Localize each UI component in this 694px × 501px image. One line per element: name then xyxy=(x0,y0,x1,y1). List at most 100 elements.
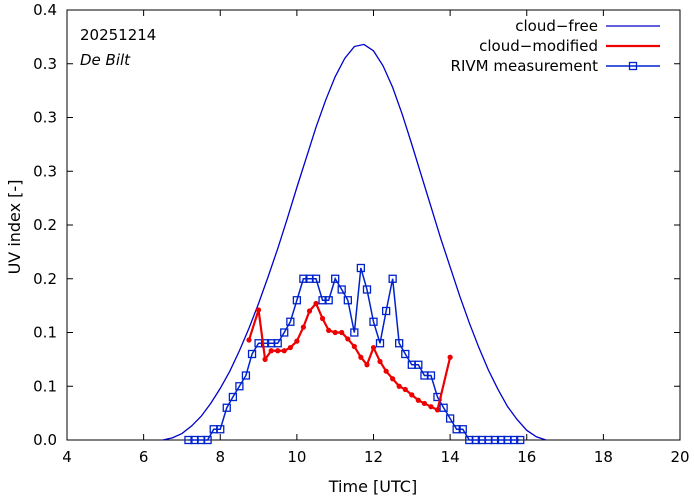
measurement-marker xyxy=(318,296,327,305)
cloud-modified-point xyxy=(287,344,293,351)
cloud-modified-point xyxy=(377,358,383,365)
cloud-modified-point xyxy=(319,315,326,322)
measurement-marker xyxy=(362,285,372,294)
x-tick-label: 16 xyxy=(517,448,536,466)
measurement-marker xyxy=(445,414,455,423)
x-tick-label: 6 xyxy=(139,448,149,466)
measurement-marker xyxy=(241,371,251,380)
cloud-modified-point xyxy=(313,300,319,307)
measurement-marker xyxy=(458,425,467,434)
cloud-modified-point xyxy=(428,404,434,410)
legend-marker xyxy=(628,61,638,71)
measurement-marker xyxy=(471,435,480,445)
measurement-marker xyxy=(324,296,333,305)
measurement-marker xyxy=(439,403,448,412)
cloud-modified-point xyxy=(332,329,338,336)
y-tick-label: 0.3 xyxy=(33,162,57,180)
measurement-marker xyxy=(395,339,404,348)
x-axis-label: Time [UTC] xyxy=(328,477,417,496)
x-tick-label: 14 xyxy=(441,448,460,466)
x-tick-label: 8 xyxy=(215,448,225,466)
measurement-marker xyxy=(381,306,391,316)
measurement-marker xyxy=(273,339,282,348)
cloud-modified-point xyxy=(246,337,252,343)
y-tick-label: 0.2 xyxy=(33,270,57,288)
measurement-marker xyxy=(369,317,378,326)
cloud-modified-point xyxy=(415,397,421,403)
cloud-modified-point xyxy=(409,392,415,398)
measurement-marker xyxy=(343,296,352,305)
cloud-modified-point xyxy=(390,376,396,382)
measurement-marker xyxy=(356,263,366,273)
measurement-marker xyxy=(222,403,231,412)
measurement-marker xyxy=(286,317,295,326)
legend: cloud−free cloud−modified RIVM measurement xyxy=(451,17,660,75)
y-tick-label: 0.3 xyxy=(33,109,57,127)
cloud-modified-point xyxy=(294,338,300,344)
measurement-marker xyxy=(228,392,238,402)
measurement-marker xyxy=(184,435,193,445)
x-tick-label: 4 xyxy=(62,448,72,466)
measurement-marker xyxy=(375,339,385,348)
y-tick-label: 0.1 xyxy=(33,324,57,342)
cloud-modified-point xyxy=(364,362,370,368)
measurement-marker xyxy=(509,435,519,445)
measurement-marker xyxy=(311,274,321,283)
cloud-modified-point xyxy=(383,368,389,374)
cloud-modified-point xyxy=(281,348,287,354)
cloud-modified-point xyxy=(345,336,351,342)
y-tick-label: 0.0 xyxy=(33,431,57,449)
cloud-modified-point xyxy=(447,354,453,360)
measurement-marker xyxy=(292,296,302,305)
cloud-modified-point xyxy=(358,354,364,360)
y-axis-label: UV index [-] xyxy=(5,180,24,275)
cloud-modified-point xyxy=(370,344,377,351)
x-tick-label: 18 xyxy=(594,448,613,466)
measurement-marker xyxy=(350,328,359,337)
cloud-modified-point xyxy=(421,400,428,407)
legend-label: RIVM measurement xyxy=(451,57,599,75)
measurement-marker xyxy=(426,371,436,380)
measurement-marker xyxy=(299,274,308,283)
legend-label: cloud−modified xyxy=(479,37,598,55)
measurement-marker xyxy=(331,274,340,283)
x-axis-ticks: 4 6 8 10 12 14 16 18 20 xyxy=(62,10,690,466)
legend-label: cloud−free xyxy=(515,17,598,35)
cloud-modified-point xyxy=(351,343,357,350)
cloud-modified-point xyxy=(396,383,402,389)
x-tick-label: 12 xyxy=(364,448,383,466)
cloud-modified-point xyxy=(339,329,345,336)
measurement-marker xyxy=(216,425,225,434)
y-tick-label: 0.2 xyxy=(33,216,57,234)
y-tick-label: 0.4 xyxy=(33,1,57,19)
date-label: 20251214 xyxy=(80,26,156,44)
cloud-modified-point xyxy=(306,308,313,314)
measurement-marker xyxy=(203,435,212,445)
measurement-marker xyxy=(452,425,461,434)
cloud-modified-point xyxy=(275,348,281,354)
cloud-free-line xyxy=(162,43,547,441)
cloud-modified-point xyxy=(300,324,306,330)
measurement-marker xyxy=(260,339,270,348)
cloud-modified-line xyxy=(247,301,452,412)
cloud-modified-point xyxy=(268,348,274,354)
cloud-modified-point xyxy=(262,356,268,362)
cloud-modified-point xyxy=(402,386,408,393)
series-layer xyxy=(162,43,547,445)
measurement-marker xyxy=(414,360,423,369)
x-tick-label: 10 xyxy=(287,448,306,466)
cloud-modified-point xyxy=(326,327,332,333)
measurement-marker xyxy=(280,328,289,337)
measurement-marker xyxy=(490,435,500,445)
y-tick-label: 0.1 xyxy=(33,377,57,395)
measurement-marker xyxy=(516,435,525,445)
location-label: De Bilt xyxy=(80,51,131,69)
measurement-marker xyxy=(337,285,346,294)
cloud-modified-point xyxy=(255,307,262,313)
measurement-marker xyxy=(247,349,257,359)
measurement-marker xyxy=(401,349,410,359)
cloud-modified-point xyxy=(434,407,441,413)
measurement-marker xyxy=(235,382,244,391)
y-axis-ticks: 0.0 0.1 0.1 0.2 0.2 0.3 0.3 0.3 0.4 xyxy=(33,1,680,449)
